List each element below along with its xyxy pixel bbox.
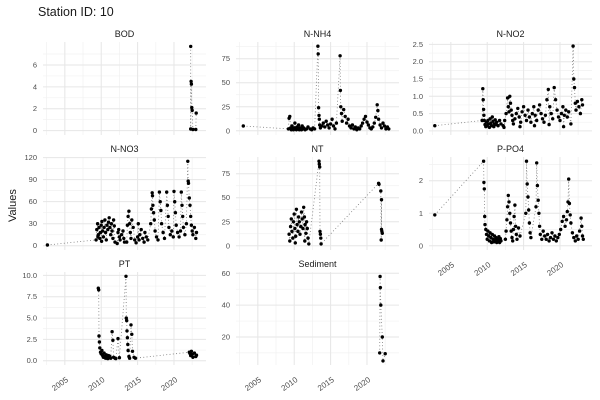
facet-plot-sediment: 20 40 60 2005 2010 2015 2020 — [222, 269, 399, 393]
facet-plot-n-no3: 0 30 60 90 120 — [24, 153, 206, 250]
svg-text:60: 60 — [222, 269, 230, 278]
facet-title: NT — [311, 144, 324, 154]
svg-text:2015: 2015 — [316, 375, 336, 393]
svg-text:2.5: 2.5 — [413, 40, 423, 49]
svg-text:50: 50 — [222, 78, 230, 87]
figure-title: Station ID: 10 — [38, 5, 114, 19]
svg-text:0: 0 — [226, 126, 230, 135]
svg-text:0.0: 0.0 — [27, 356, 37, 365]
svg-text:0: 0 — [33, 126, 37, 135]
svg-text:60: 60 — [29, 197, 37, 206]
facet-title: N-NO3 — [110, 144, 139, 154]
facet-title: BOD — [114, 29, 135, 39]
svg-text:0.0: 0.0 — [413, 126, 423, 135]
facet-title: N-NH4 — [303, 29, 332, 39]
facet-n-no2: N-NO2 0.0 0.5 1.0 1.5 2.0 2.5 — [396, 28, 592, 135]
svg-text:1.0: 1.0 — [413, 92, 423, 101]
svg-text:2: 2 — [419, 176, 423, 185]
svg-text:2.0: 2.0 — [413, 57, 423, 66]
svg-text:2005: 2005 — [243, 375, 263, 393]
facet-title: N-NO2 — [496, 29, 525, 39]
facet-title: PT — [118, 259, 131, 269]
svg-text:0: 0 — [33, 241, 37, 250]
svg-text:2020: 2020 — [545, 260, 565, 278]
svg-text:75: 75 — [222, 169, 230, 178]
facet-plot-p-po4: 0 1 2 2005 2010 2015 2020 — [419, 157, 592, 278]
svg-text:6: 6 — [33, 60, 37, 69]
facet-plot-pt: 0.0 2.5 5.0 7.5 10.0 2005 2010 2015 2020 — [22, 271, 206, 393]
svg-text:10.0: 10.0 — [22, 271, 37, 280]
facet-plot-n-no2: 0.0 0.5 1.0 1.5 2.0 2.5 — [413, 40, 592, 135]
facet-n-nh4: N-NH4 0 25 50 75 — [203, 28, 399, 135]
svg-text:1: 1 — [419, 209, 423, 218]
svg-text:0: 0 — [419, 241, 423, 250]
facet-title: P-PO4 — [496, 144, 524, 154]
svg-text:40: 40 — [222, 301, 230, 310]
svg-text:1.5: 1.5 — [413, 74, 423, 83]
facet-sediment: Sediment 20 40 60 2005 2010 2015 2020 — [203, 258, 399, 393]
svg-text:30: 30 — [29, 219, 37, 228]
svg-text:2005: 2005 — [436, 260, 456, 278]
facet-plot-bod: 0 2 4 6 — [33, 42, 206, 135]
svg-text:2015: 2015 — [123, 375, 143, 393]
svg-text:120: 120 — [24, 153, 37, 162]
facet-n-no3: N-NO3 0 30 60 90 120 — [10, 143, 206, 250]
svg-text:2020: 2020 — [352, 375, 372, 393]
svg-text:2.5: 2.5 — [27, 335, 37, 344]
svg-text:25: 25 — [222, 102, 230, 111]
svg-text:75: 75 — [222, 54, 230, 63]
svg-text:20: 20 — [222, 332, 230, 341]
facet-plot-nt: 0 25 50 75 — [222, 157, 399, 250]
svg-text:4: 4 — [33, 82, 37, 91]
svg-text:2020: 2020 — [159, 375, 179, 393]
svg-text:2010: 2010 — [280, 375, 300, 393]
facet-plot-n-nh4: 0 25 50 75 — [222, 42, 399, 135]
svg-text:90: 90 — [29, 175, 37, 184]
facet-title: Sediment — [298, 259, 337, 269]
facet-pt: PT 0.0 2.5 5.0 7.5 10.0 2005 2010 2015 2020 — [10, 258, 206, 393]
facet-p-po4: P-PO4 0 1 2 2005 2010 2015 2020 — [396, 143, 592, 278]
svg-text:5.0: 5.0 — [27, 314, 37, 323]
svg-text:2005: 2005 — [50, 375, 70, 393]
svg-text:7.5: 7.5 — [27, 292, 37, 301]
svg-text:2010: 2010 — [473, 260, 493, 278]
svg-text:25: 25 — [222, 217, 230, 226]
svg-text:50: 50 — [222, 193, 230, 202]
svg-text:2: 2 — [33, 104, 37, 113]
svg-text:0.5: 0.5 — [413, 109, 423, 118]
facet-bod: BOD 0 2 4 6 — [10, 28, 206, 135]
svg-text:0: 0 — [226, 241, 230, 250]
facet-nt: NT 0 25 50 75 — [203, 143, 399, 250]
svg-text:2015: 2015 — [509, 260, 529, 278]
svg-text:2010: 2010 — [87, 375, 107, 393]
